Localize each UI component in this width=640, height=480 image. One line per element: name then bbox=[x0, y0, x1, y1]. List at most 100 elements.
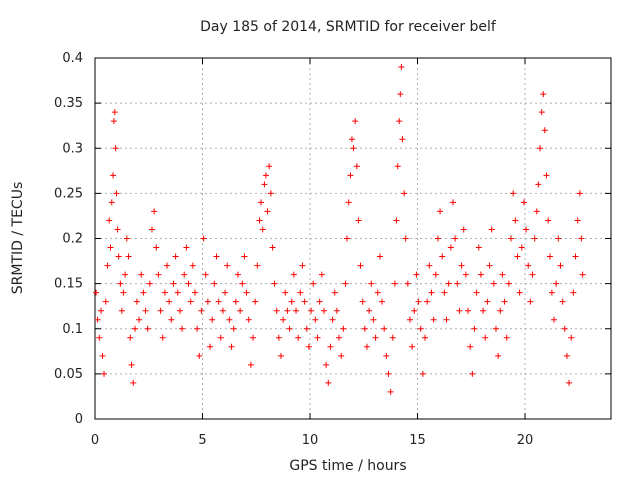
data-point bbox=[262, 172, 269, 179]
data-point bbox=[467, 343, 474, 350]
data-point bbox=[117, 280, 124, 287]
data-point bbox=[159, 334, 166, 341]
data-point bbox=[469, 370, 476, 377]
data-point bbox=[411, 307, 418, 314]
data-point bbox=[213, 253, 220, 260]
data-point bbox=[357, 262, 364, 269]
data-point bbox=[559, 298, 566, 305]
data-point bbox=[123, 235, 130, 242]
data-point bbox=[345, 199, 352, 206]
data-point bbox=[94, 316, 101, 323]
data-point bbox=[379, 298, 386, 305]
data-point bbox=[398, 64, 405, 71]
data-point bbox=[535, 181, 542, 188]
y-tick-label: 0.2 bbox=[62, 232, 83, 247]
data-point bbox=[293, 307, 300, 314]
data-point bbox=[503, 334, 510, 341]
data-point bbox=[348, 136, 355, 143]
data-point bbox=[545, 217, 552, 224]
data-point bbox=[516, 289, 523, 296]
data-point bbox=[261, 181, 268, 188]
data-point bbox=[310, 280, 317, 287]
data-point bbox=[128, 361, 135, 368]
data-point bbox=[397, 91, 404, 98]
data-point bbox=[284, 307, 291, 314]
data-point bbox=[299, 262, 306, 269]
data-point bbox=[245, 316, 252, 323]
data-point bbox=[111, 109, 118, 116]
data-point bbox=[133, 298, 140, 305]
data-point bbox=[226, 316, 233, 323]
data-point bbox=[290, 271, 297, 278]
data-point bbox=[181, 271, 188, 278]
data-point bbox=[385, 370, 392, 377]
data-point bbox=[527, 298, 534, 305]
data-point bbox=[430, 316, 437, 323]
ticks-layer: 0 5 10 15 20 0 0.05 0.1 0.15 0.2 0.25 0.3 0.35 0.4 bbox=[54, 51, 611, 448]
data-point bbox=[399, 136, 406, 143]
data-point bbox=[286, 325, 293, 332]
y-tick-label: 0.05 bbox=[54, 367, 83, 382]
data-point bbox=[394, 163, 401, 170]
data-point bbox=[273, 307, 280, 314]
data-point bbox=[187, 298, 194, 305]
data-point bbox=[432, 271, 439, 278]
data-point bbox=[127, 334, 134, 341]
data-point bbox=[342, 280, 349, 287]
data-point bbox=[269, 244, 276, 251]
data-point bbox=[234, 271, 241, 278]
data-point bbox=[112, 145, 119, 152]
data-point bbox=[401, 190, 408, 197]
data-point bbox=[441, 289, 448, 296]
data-point bbox=[107, 244, 114, 251]
data-point bbox=[153, 244, 160, 251]
data-point bbox=[136, 316, 143, 323]
data-point bbox=[146, 280, 153, 287]
data-point bbox=[381, 325, 388, 332]
data-point bbox=[256, 217, 263, 224]
data-point bbox=[343, 235, 350, 242]
data-point bbox=[510, 190, 517, 197]
data-point bbox=[266, 163, 273, 170]
data-point bbox=[404, 280, 411, 287]
data-point bbox=[237, 307, 244, 314]
data-point bbox=[277, 352, 284, 359]
x-tick-label: 20 bbox=[517, 433, 534, 448]
data-point bbox=[161, 289, 168, 296]
data-point bbox=[574, 217, 581, 224]
data-point bbox=[333, 307, 340, 314]
y-tick-label: 0.15 bbox=[54, 277, 83, 292]
data-point bbox=[316, 298, 323, 305]
data-point bbox=[176, 307, 183, 314]
data-point bbox=[312, 316, 319, 323]
data-point bbox=[350, 145, 357, 152]
chart-title: Day 185 of 2014, SRMTID for receiver bel… bbox=[200, 19, 497, 35]
data-point bbox=[391, 280, 398, 287]
data-point bbox=[200, 235, 207, 242]
data-point bbox=[540, 91, 547, 98]
data-point bbox=[271, 280, 278, 287]
data-point bbox=[439, 253, 446, 260]
data-point bbox=[495, 352, 502, 359]
data-point bbox=[282, 289, 289, 296]
data-point bbox=[338, 352, 345, 359]
data-point bbox=[164, 262, 171, 269]
data-point bbox=[406, 316, 413, 323]
data-point bbox=[422, 334, 429, 341]
y-tick-label: 0 bbox=[75, 412, 83, 427]
data-point bbox=[471, 325, 478, 332]
data-point bbox=[239, 280, 246, 287]
data-point bbox=[191, 289, 198, 296]
data-point bbox=[140, 289, 147, 296]
data-point bbox=[488, 226, 495, 233]
data-point bbox=[484, 298, 491, 305]
data-point bbox=[501, 298, 508, 305]
data-point bbox=[460, 226, 467, 233]
data-point bbox=[219, 307, 226, 314]
data-point bbox=[228, 343, 235, 350]
data-point bbox=[308, 307, 315, 314]
x-tick-label: 5 bbox=[198, 433, 206, 448]
